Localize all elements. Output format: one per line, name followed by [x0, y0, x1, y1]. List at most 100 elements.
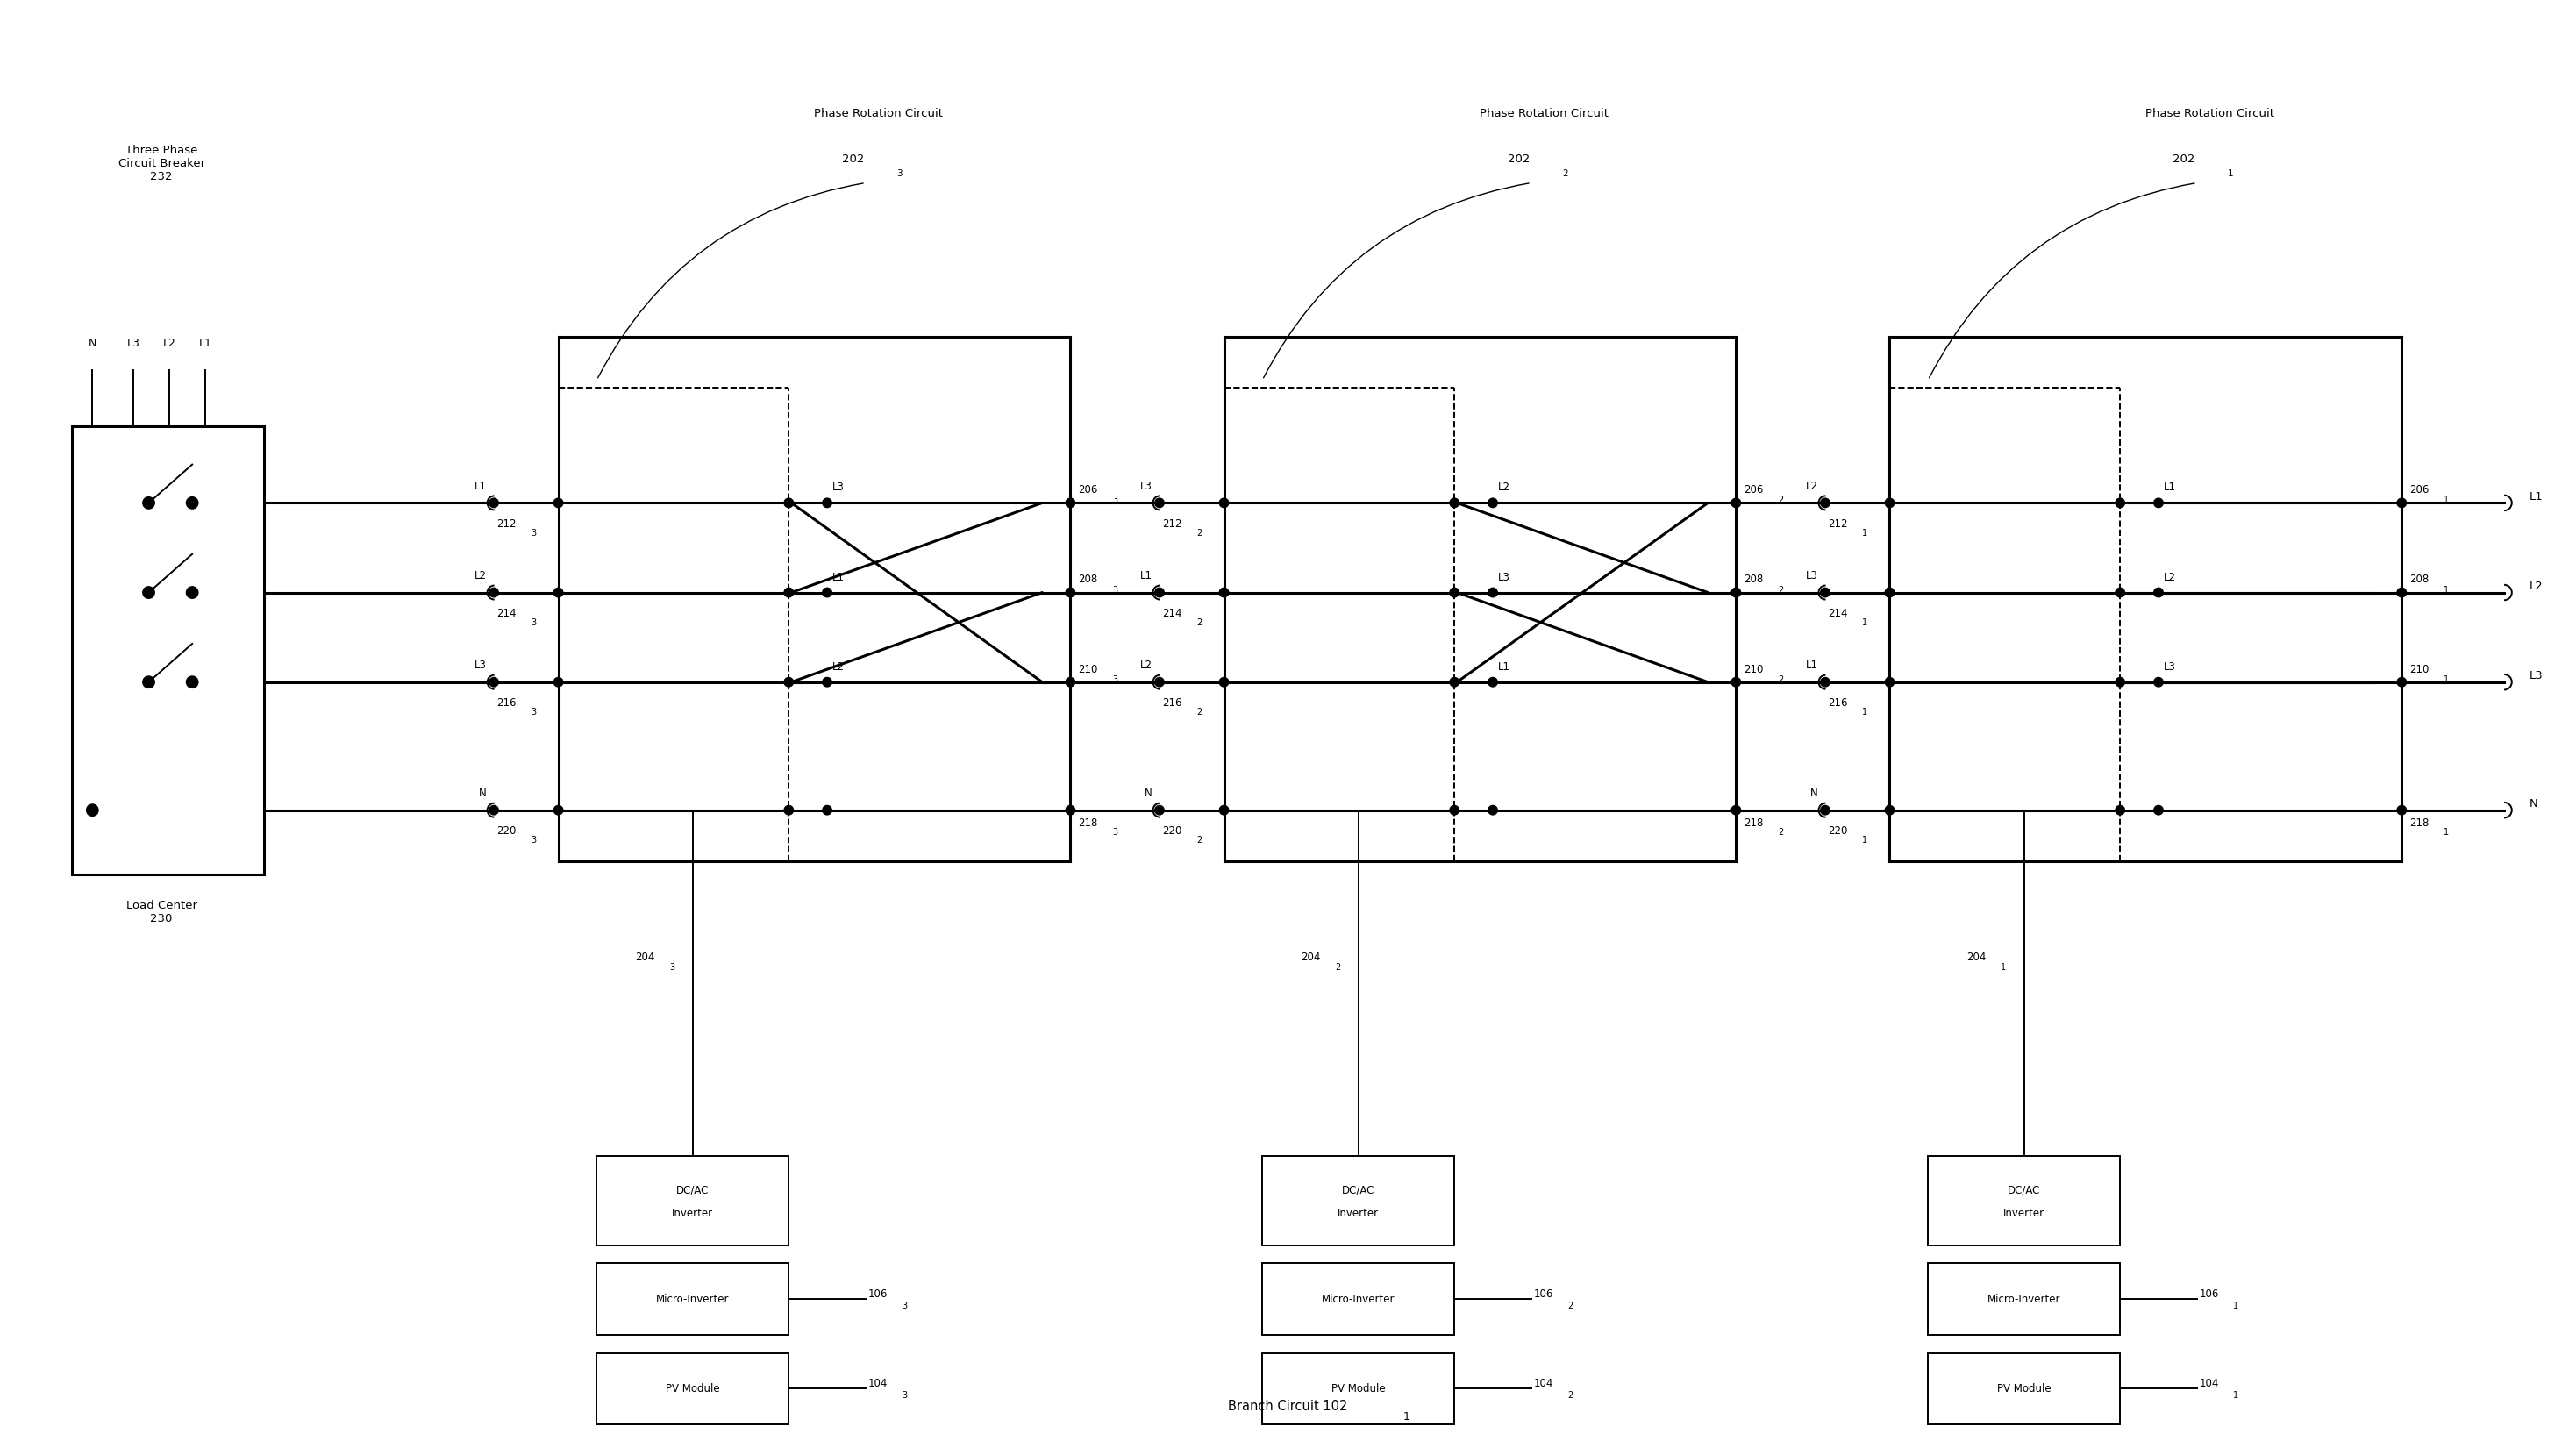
Circle shape	[1218, 588, 1229, 597]
Text: 3: 3	[531, 836, 536, 844]
Text: L1: L1	[1141, 571, 1151, 582]
Circle shape	[1218, 499, 1229, 507]
Bar	[1927, 1353, 2120, 1425]
Circle shape	[783, 677, 793, 687]
Text: L1: L1	[474, 480, 487, 491]
Text: 214: 214	[1162, 608, 1182, 620]
Circle shape	[1886, 588, 1893, 597]
Text: 2: 2	[1195, 618, 1203, 627]
Circle shape	[185, 497, 198, 509]
Circle shape	[1886, 499, 1893, 507]
Text: 1: 1	[2445, 585, 2450, 594]
Text: N: N	[1144, 788, 1151, 800]
Text: 1: 1	[1862, 708, 1868, 716]
Circle shape	[1886, 677, 1893, 687]
Text: 216: 216	[497, 697, 518, 709]
Circle shape	[2398, 677, 2406, 687]
Text: 3: 3	[531, 529, 536, 537]
Circle shape	[554, 677, 564, 687]
Circle shape	[1489, 806, 1497, 814]
Circle shape	[489, 588, 497, 597]
Text: 3: 3	[902, 1391, 907, 1399]
Text: 206: 206	[1079, 484, 1097, 496]
Text: 206: 206	[1744, 484, 1765, 496]
Text: 220: 220	[1162, 826, 1182, 837]
Text: 2: 2	[1777, 496, 1783, 504]
Text: Phase Rotation Circuit: Phase Rotation Circuit	[1479, 108, 1607, 118]
Text: 106: 106	[1533, 1288, 1553, 1300]
Text: L2: L2	[1497, 481, 1510, 493]
Text: 220: 220	[497, 826, 518, 837]
Circle shape	[489, 499, 497, 507]
Text: 210: 210	[1744, 664, 1765, 674]
Text: 1: 1	[1862, 836, 1868, 844]
Circle shape	[2115, 806, 2125, 814]
Text: DC/AC: DC/AC	[1342, 1185, 1376, 1196]
Text: L1: L1	[2164, 481, 2177, 493]
Text: 104: 104	[1533, 1378, 1553, 1389]
Bar	[1262, 1353, 1455, 1425]
Text: 214: 214	[1829, 608, 1847, 620]
Circle shape	[2398, 806, 2406, 814]
Circle shape	[1731, 499, 1741, 507]
Text: Branch Circuit 102: Branch Circuit 102	[1229, 1401, 1347, 1414]
Bar	[1262, 1156, 1455, 1245]
Circle shape	[1886, 806, 1893, 814]
Circle shape	[822, 499, 832, 507]
Text: 2: 2	[1334, 963, 1340, 971]
Text: 3: 3	[531, 708, 536, 716]
Text: L3: L3	[832, 481, 845, 493]
Text: Micro-Inverter: Micro-Inverter	[657, 1294, 729, 1304]
Circle shape	[142, 676, 155, 687]
Text: L1: L1	[1497, 661, 1510, 673]
Circle shape	[185, 676, 198, 687]
Bar	[1262, 1264, 1455, 1334]
Circle shape	[2115, 499, 2125, 507]
Text: Inverter: Inverter	[2004, 1208, 2045, 1219]
Circle shape	[783, 499, 793, 507]
Text: 2: 2	[1569, 1301, 1574, 1310]
Text: 3: 3	[1113, 585, 1118, 594]
Bar	[1927, 1156, 2120, 1245]
Text: PV Module: PV Module	[665, 1383, 719, 1395]
Text: 2: 2	[1195, 708, 1203, 716]
Circle shape	[1489, 499, 1497, 507]
Text: 2: 2	[1561, 169, 1569, 177]
Text: 1: 1	[2233, 1391, 2239, 1399]
Circle shape	[554, 806, 564, 814]
Bar	[598, 1264, 788, 1334]
Text: 104: 104	[2200, 1378, 2218, 1389]
Text: 206: 206	[2409, 484, 2429, 496]
Circle shape	[2154, 499, 2164, 507]
Circle shape	[1489, 588, 1497, 597]
Text: 3: 3	[896, 169, 902, 177]
Text: L3: L3	[1141, 480, 1151, 491]
Circle shape	[185, 586, 198, 598]
Text: L2: L2	[162, 337, 175, 349]
Text: 202: 202	[2174, 154, 2195, 164]
Circle shape	[2154, 677, 2164, 687]
Text: L2: L2	[1806, 480, 1819, 491]
Circle shape	[1066, 499, 1074, 507]
Text: 210: 210	[2409, 664, 2429, 674]
Text: N: N	[479, 788, 487, 800]
Circle shape	[1066, 588, 1074, 597]
Text: 104: 104	[868, 1378, 889, 1389]
Text: 1: 1	[2233, 1301, 2239, 1310]
Text: 1: 1	[2002, 963, 2007, 971]
Text: 208: 208	[1079, 574, 1097, 585]
Text: L2: L2	[832, 661, 845, 673]
Circle shape	[1731, 806, 1741, 814]
Text: L3: L3	[2530, 670, 2543, 682]
Text: 204: 204	[636, 951, 654, 963]
Circle shape	[1218, 677, 1229, 687]
Bar	[72, 427, 263, 875]
Text: 106: 106	[2200, 1288, 2218, 1300]
Circle shape	[1154, 499, 1164, 507]
Text: 212: 212	[497, 519, 518, 530]
Text: 1: 1	[1404, 1411, 1409, 1422]
Text: 3: 3	[902, 1301, 907, 1310]
Text: PV Module: PV Module	[1996, 1383, 2050, 1395]
Text: L3: L3	[1806, 571, 1819, 582]
Circle shape	[1731, 588, 1741, 597]
